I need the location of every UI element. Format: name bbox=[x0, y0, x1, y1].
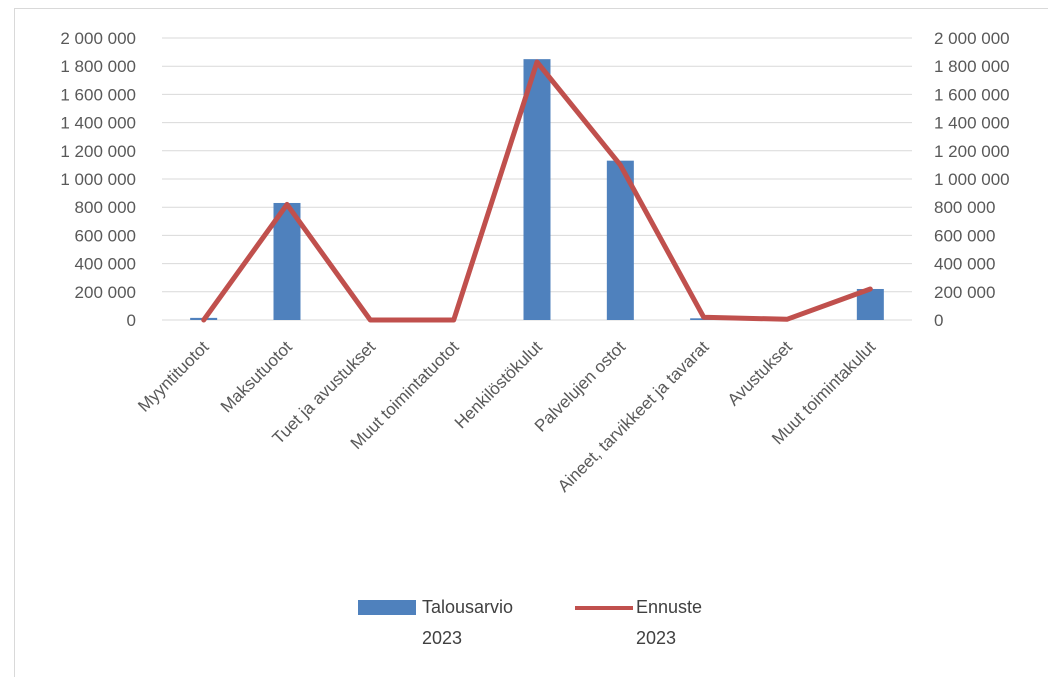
chart-frame bbox=[14, 8, 1048, 677]
left-tick-label: 200 000 bbox=[75, 283, 136, 302]
right-tick-label: 0 bbox=[934, 311, 943, 330]
right-tick-label: 200 000 bbox=[934, 283, 995, 302]
right-tick-label: 400 000 bbox=[934, 255, 995, 274]
legend-label-talousarvio-line2: 2023 bbox=[422, 628, 462, 648]
legend-label-ennuste-line2: 2023 bbox=[636, 628, 676, 648]
right-tick-label: 1 600 000 bbox=[934, 85, 1010, 104]
right-tick-label: 1 400 000 bbox=[934, 114, 1010, 133]
bar-4 bbox=[523, 59, 551, 321]
left-tick-label: 800 000 bbox=[75, 198, 136, 217]
left-tick-label: 1 400 000 bbox=[60, 114, 136, 133]
left-tick-label: 1 800 000 bbox=[60, 57, 136, 76]
legend-label-talousarvio-line1: Talousarvio bbox=[422, 597, 513, 617]
right-axis: 0 200 000 400 000 600 000 800 000 1 000 000 1 … bbox=[934, 29, 1010, 330]
category-label: Maksutuotot bbox=[217, 337, 296, 416]
left-tick-label: 0 bbox=[127, 311, 136, 330]
left-axis: 0 200 000 400 000 600 000 800 000 1 000 000 1 … bbox=[60, 29, 136, 330]
left-tick-label: 1 600 000 bbox=[60, 85, 136, 104]
legend: Talousarvio 2023 Ennuste 2023 bbox=[358, 597, 702, 648]
category-label: Avustukset bbox=[724, 337, 796, 409]
bars-layer bbox=[190, 59, 884, 321]
right-tick-label: 800 000 bbox=[934, 198, 995, 217]
right-tick-label: 2 000 000 bbox=[934, 29, 1010, 48]
right-tick-label: 600 000 bbox=[934, 226, 995, 245]
left-tick-label: 2 000 000 bbox=[60, 29, 136, 48]
line-layer bbox=[201, 59, 873, 323]
series-line-ennuste bbox=[201, 59, 873, 323]
left-tick-label: 1 000 000 bbox=[60, 170, 136, 189]
left-tick-label: 600 000 bbox=[75, 226, 136, 245]
legend-swatch-talousarvio bbox=[358, 600, 416, 615]
bar-1 bbox=[273, 202, 301, 320]
category-label: Henkilöstökulut bbox=[451, 337, 546, 432]
right-tick-label: 1 200 000 bbox=[934, 142, 1010, 161]
right-tick-label: 1 800 000 bbox=[934, 57, 1010, 76]
category-label: Myyntituotot bbox=[134, 337, 212, 415]
legend-label-ennuste-line1: Ennuste bbox=[636, 597, 702, 617]
left-tick-label: 1 200 000 bbox=[60, 142, 136, 161]
left-tick-label: 400 000 bbox=[75, 255, 136, 274]
bar-5 bbox=[606, 160, 634, 320]
right-tick-label: 1 000 000 bbox=[934, 170, 1010, 189]
category-label: Aineet, tarvikkeet ja tavarat bbox=[554, 337, 713, 496]
